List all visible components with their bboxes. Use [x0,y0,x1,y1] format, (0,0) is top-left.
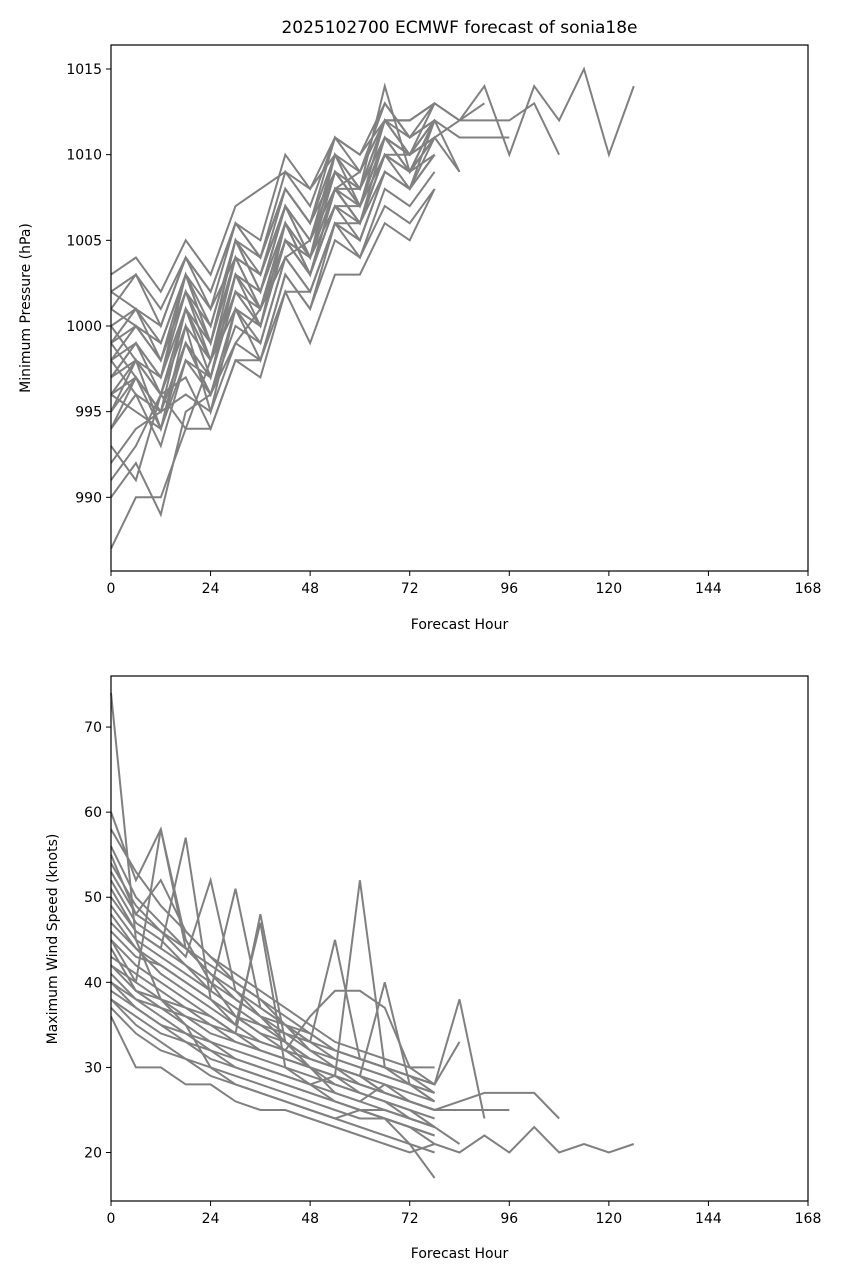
wind-plot-frame [110,675,809,1202]
wind-series-line [110,922,435,1094]
pressure-y-tick-label: 1010 [66,148,102,164]
pressure-plot-frame [110,44,809,572]
wind-x-tick-label: 120 [595,1211,622,1227]
wind-series-line [110,828,435,1069]
pressure-y-tick-label: 1000 [66,319,102,335]
wind-ticks-group: 0 24 48 72 96 120 144 168 20 30 40 50 60 70 [84,720,821,1227]
wind-x-tick-label: 24 [202,1211,220,1227]
pressure-ticks-group: 0 24 48 72 96 120 144 168 990 995 1000 1005 1010 1015 [66,62,821,597]
wind-series-line [110,989,435,1128]
pressure-series-line [110,119,436,363]
pressure-y-axis-label: Minimum Pressure (hPa) [18,223,34,393]
wind-series-line [110,913,436,1103]
wind-x-tick-label: 168 [795,1211,822,1227]
pressure-x-axis-label: Forecast Hour [411,617,509,633]
wind-series-line [110,1015,435,1154]
wind-x-tick-label: 96 [500,1211,518,1227]
pressure-y-tick-label: 995 [75,405,102,421]
wind-x-tick-label: 48 [301,1211,319,1227]
pressure-series-line [110,66,635,550]
chart-title: 2025102700 ECMWF forecast of sonia18e [281,18,637,38]
wind-series-line [110,1007,435,1154]
pressure-x-tick-label: 48 [301,581,319,597]
wind-y-tick-label: 30 [84,1060,102,1076]
pressure-y-tick-label: 1015 [66,62,102,78]
wind-y-tick-label: 60 [84,805,102,821]
wind-series-line [110,862,461,1086]
pressure-x-tick-label: 96 [500,581,518,597]
wind-y-tick-label: 70 [84,720,102,736]
wind-series-line [110,964,435,1111]
pressure-x-tick-label: 24 [202,581,220,597]
wind-y-axis-label: Maximum Wind Speed (knots) [45,834,61,1045]
wind-series-line [110,955,435,1111]
pressure-series-line [110,154,436,430]
wind-series-line [110,998,435,1137]
pressure-y-tick-label: 990 [75,490,102,506]
wind-x-tick-label: 72 [401,1211,419,1227]
wind-series-line [110,879,435,1103]
wind-series-line [110,973,436,1128]
wind-x-axis-label: Forecast Hour [411,1246,509,1262]
wind-lines-group [110,692,635,1179]
pressure-series-line [110,136,436,397]
pressure-x-tick-label: 0 [107,581,116,597]
wind-y-tick-label: 20 [84,1145,102,1161]
pressure-x-tick-label: 144 [695,581,722,597]
pressure-x-tick-label: 168 [795,581,822,597]
pressure-lines-group [110,66,635,550]
pressure-series-line [110,102,436,328]
wind-series-line [110,998,436,1179]
pressure-panel: 2025102700 ECMWF forecast of sonia18e 0 2… [18,18,821,633]
pressure-y-tick-label: 1005 [66,233,102,249]
wind-y-tick-label: 50 [84,890,102,906]
wind-y-tick-label: 40 [84,975,102,991]
wind-panel: 0 24 48 72 96 120 144 168 20 30 40 50 60 70 Forecast … [45,675,821,1262]
wind-x-tick-label: 144 [695,1211,722,1227]
pressure-x-tick-label: 72 [401,581,419,597]
pressure-x-tick-label: 120 [595,581,622,597]
wind-x-tick-label: 0 [107,1211,116,1227]
wind-series-line [110,828,436,1086]
